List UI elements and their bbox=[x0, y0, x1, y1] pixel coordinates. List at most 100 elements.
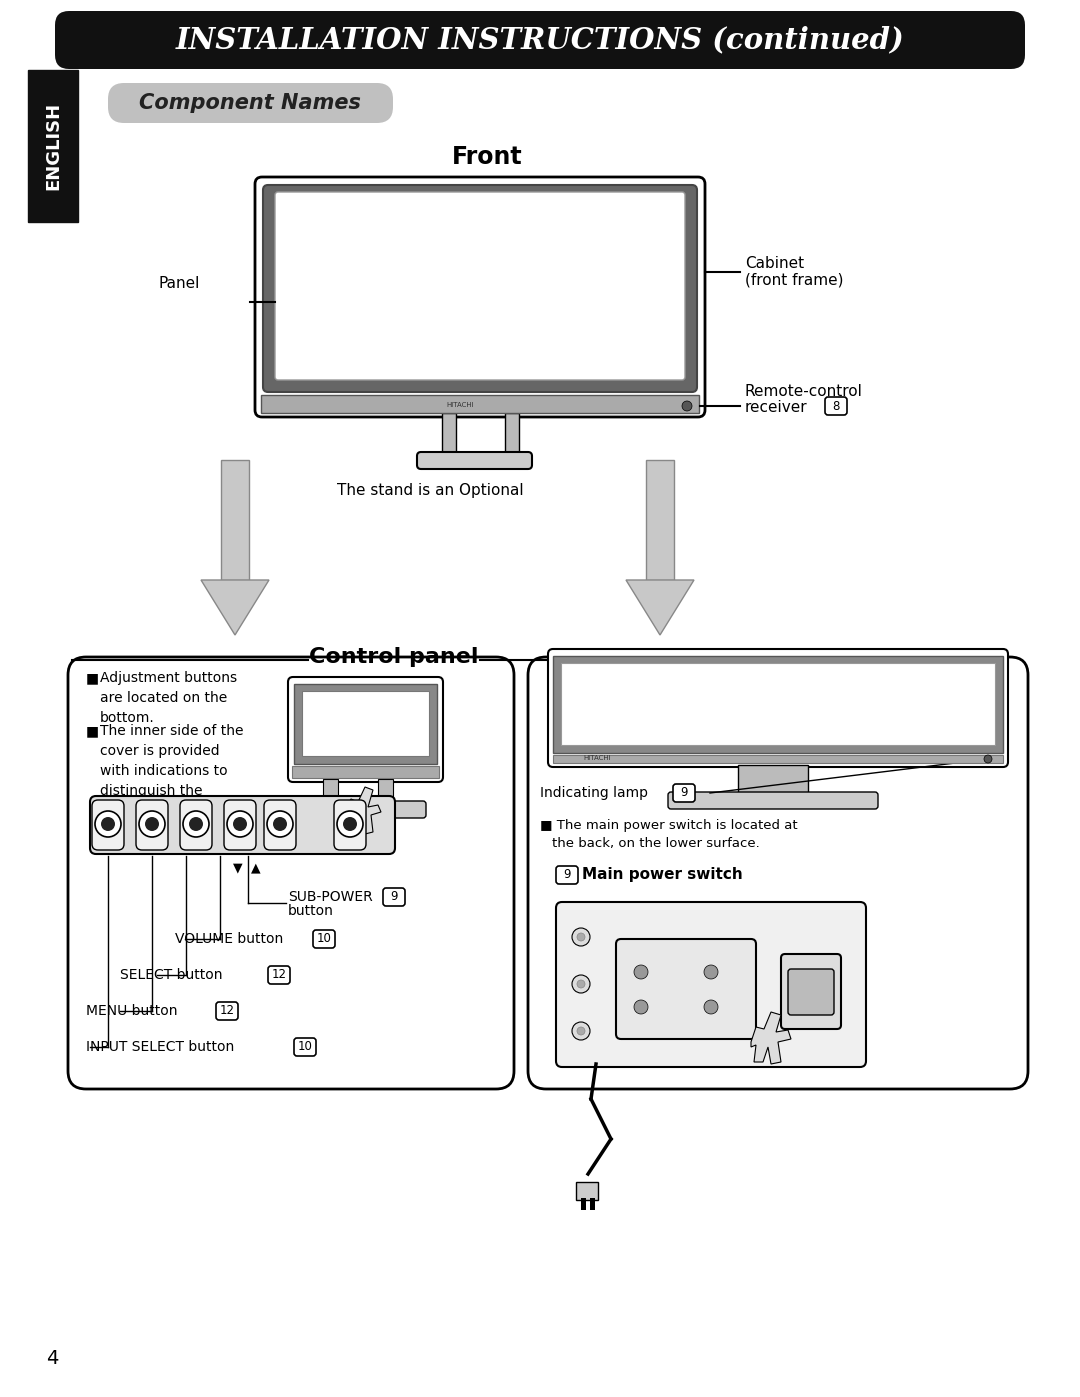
Circle shape bbox=[577, 1027, 585, 1035]
FancyBboxPatch shape bbox=[264, 184, 697, 393]
Text: 12: 12 bbox=[219, 1004, 234, 1017]
Text: Remote-control: Remote-control bbox=[745, 384, 863, 400]
FancyBboxPatch shape bbox=[108, 82, 393, 123]
FancyBboxPatch shape bbox=[334, 800, 366, 849]
Circle shape bbox=[577, 933, 585, 942]
Circle shape bbox=[102, 817, 114, 831]
FancyBboxPatch shape bbox=[673, 784, 696, 802]
Text: HITACHI: HITACHI bbox=[446, 402, 474, 408]
Text: ENGLISH: ENGLISH bbox=[44, 102, 62, 190]
FancyBboxPatch shape bbox=[255, 177, 705, 416]
FancyBboxPatch shape bbox=[528, 657, 1028, 1090]
Text: Front: Front bbox=[451, 145, 523, 169]
Text: SELECT button: SELECT button bbox=[120, 968, 222, 982]
Polygon shape bbox=[626, 580, 694, 636]
FancyBboxPatch shape bbox=[548, 650, 1008, 767]
Text: 8: 8 bbox=[833, 400, 839, 412]
Text: ■: ■ bbox=[86, 671, 99, 685]
Bar bbox=[292, 766, 438, 778]
Text: Adjustment buttons
are located on the
bottom.: Adjustment buttons are located on the bo… bbox=[100, 671, 238, 725]
Text: Component Names: Component Names bbox=[139, 94, 361, 113]
Circle shape bbox=[577, 981, 585, 988]
Bar bbox=[646, 460, 674, 580]
FancyBboxPatch shape bbox=[306, 800, 426, 819]
Circle shape bbox=[183, 812, 210, 837]
Text: VOLUME button: VOLUME button bbox=[175, 932, 283, 946]
Bar bbox=[553, 657, 1003, 753]
Circle shape bbox=[95, 812, 121, 837]
Bar bbox=[302, 692, 429, 756]
Circle shape bbox=[337, 812, 363, 837]
Text: 9: 9 bbox=[390, 890, 397, 904]
FancyBboxPatch shape bbox=[268, 965, 291, 983]
Circle shape bbox=[634, 965, 648, 979]
Polygon shape bbox=[201, 580, 269, 636]
Text: SUB-POWER: SUB-POWER bbox=[288, 890, 373, 904]
Circle shape bbox=[189, 817, 203, 831]
Text: 12: 12 bbox=[271, 968, 286, 982]
Text: 10: 10 bbox=[298, 1041, 312, 1053]
Bar bbox=[576, 1182, 598, 1200]
FancyBboxPatch shape bbox=[180, 800, 212, 849]
Circle shape bbox=[273, 817, 287, 831]
Polygon shape bbox=[751, 1011, 791, 1065]
Bar bbox=[738, 766, 808, 795]
Text: ▼: ▼ bbox=[233, 862, 243, 875]
FancyBboxPatch shape bbox=[556, 866, 578, 884]
Text: Main power switch: Main power switch bbox=[582, 868, 743, 883]
FancyBboxPatch shape bbox=[616, 939, 756, 1039]
Circle shape bbox=[343, 817, 357, 831]
Polygon shape bbox=[343, 787, 381, 834]
FancyBboxPatch shape bbox=[288, 678, 443, 782]
Text: (front frame): (front frame) bbox=[745, 272, 843, 288]
Bar bbox=[323, 780, 338, 805]
Text: ■: ■ bbox=[86, 724, 99, 738]
Text: HITACHI: HITACHI bbox=[583, 754, 610, 761]
Text: Cabinet: Cabinet bbox=[745, 257, 805, 271]
Bar bbox=[581, 1199, 586, 1210]
FancyBboxPatch shape bbox=[136, 800, 168, 849]
Text: INPUT SELECT button: INPUT SELECT button bbox=[86, 1039, 234, 1053]
Circle shape bbox=[704, 1000, 718, 1014]
FancyBboxPatch shape bbox=[669, 792, 878, 809]
FancyBboxPatch shape bbox=[90, 796, 395, 854]
Bar bbox=[553, 754, 1003, 763]
Text: 10: 10 bbox=[316, 933, 332, 946]
FancyBboxPatch shape bbox=[556, 902, 866, 1067]
Circle shape bbox=[233, 817, 247, 831]
Text: 9: 9 bbox=[564, 869, 570, 882]
FancyBboxPatch shape bbox=[224, 800, 256, 849]
FancyBboxPatch shape bbox=[264, 800, 296, 849]
Bar bbox=[590, 1199, 595, 1210]
Circle shape bbox=[984, 754, 993, 763]
Circle shape bbox=[572, 1023, 590, 1039]
Circle shape bbox=[139, 812, 165, 837]
Bar bbox=[442, 414, 456, 455]
Text: 4: 4 bbox=[45, 1350, 58, 1369]
Text: The inner side of the
cover is provided
with indications to
distinguish the
adju: The inner side of the cover is provided … bbox=[100, 724, 243, 819]
Bar bbox=[378, 780, 393, 805]
FancyBboxPatch shape bbox=[313, 930, 335, 949]
Text: INSTALLATION INSTRUCTIONS (continued): INSTALLATION INSTRUCTIONS (continued) bbox=[176, 25, 904, 54]
Circle shape bbox=[145, 817, 159, 831]
FancyBboxPatch shape bbox=[294, 1038, 316, 1056]
Circle shape bbox=[572, 975, 590, 993]
Text: ■ The main power switch is located at: ■ The main power switch is located at bbox=[540, 819, 798, 831]
Text: Indicating lamp: Indicating lamp bbox=[540, 787, 648, 800]
Text: ▲: ▲ bbox=[252, 862, 260, 875]
Text: the back, on the lower surface.: the back, on the lower surface. bbox=[552, 837, 759, 849]
Text: Panel: Panel bbox=[159, 277, 200, 292]
Bar bbox=[261, 395, 699, 414]
Text: MENU button: MENU button bbox=[86, 1004, 177, 1018]
FancyBboxPatch shape bbox=[55, 11, 1025, 68]
Circle shape bbox=[267, 812, 293, 837]
Bar bbox=[28, 70, 78, 222]
Bar bbox=[561, 664, 995, 745]
FancyBboxPatch shape bbox=[216, 1002, 238, 1020]
Circle shape bbox=[227, 812, 253, 837]
FancyBboxPatch shape bbox=[788, 970, 834, 1016]
FancyBboxPatch shape bbox=[383, 888, 405, 907]
FancyBboxPatch shape bbox=[92, 800, 124, 849]
Text: receiver: receiver bbox=[745, 401, 808, 415]
Bar bbox=[505, 414, 519, 455]
